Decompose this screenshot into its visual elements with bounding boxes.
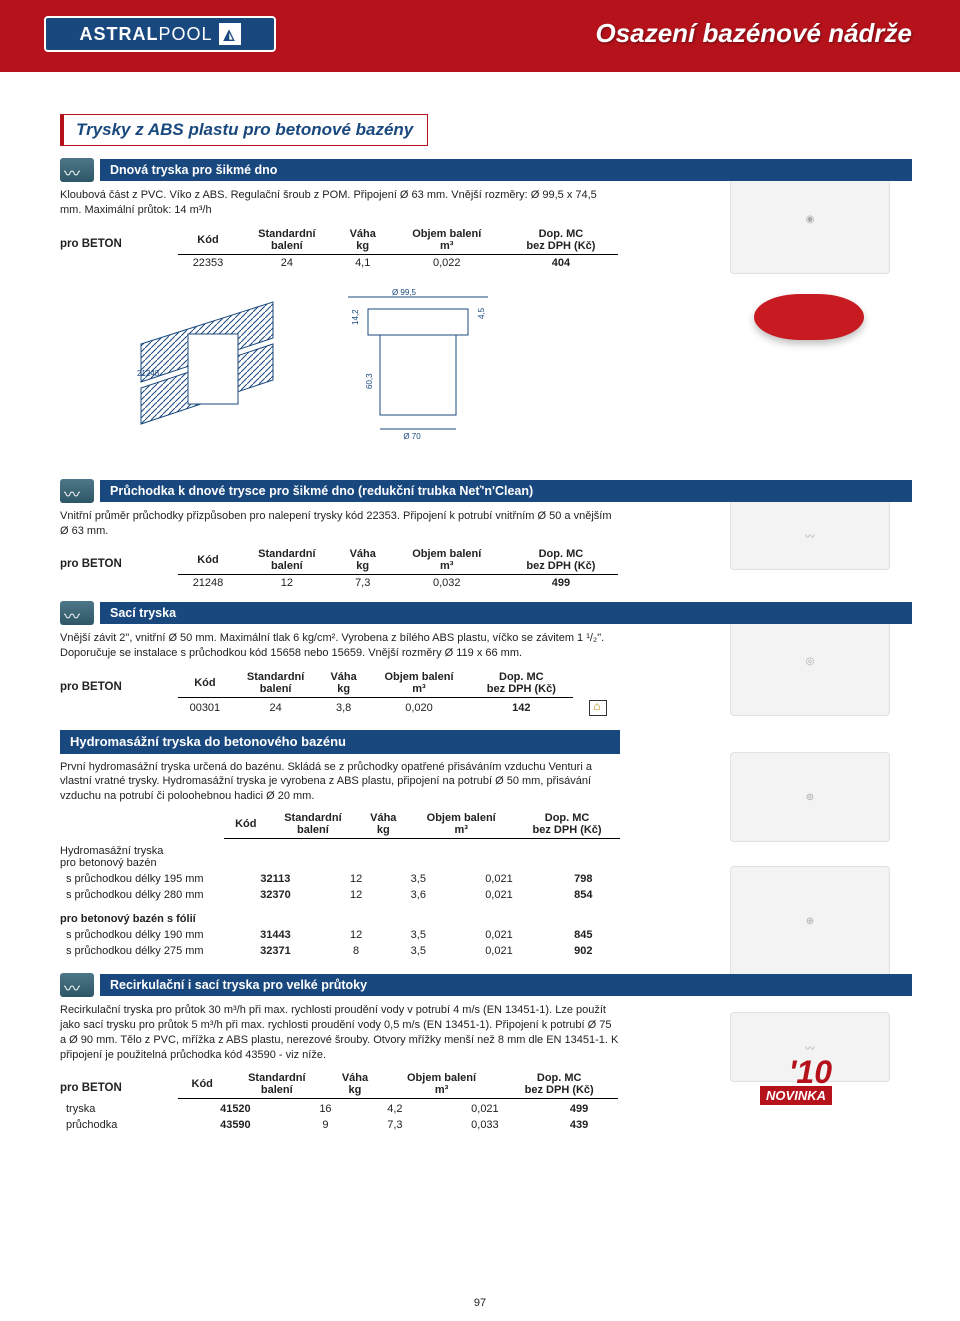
th-pack: Standardní balení bbox=[238, 226, 336, 255]
s3-table: Kód Standardní balení Váha kg Objem bale… bbox=[178, 669, 618, 718]
s3-weight: 3,8 bbox=[319, 698, 367, 718]
subsection-2-header: Průchodka k dnové trysce pro šikmé dno (… bbox=[60, 479, 912, 503]
swim-icon bbox=[60, 479, 94, 503]
dim-ref: 21248 bbox=[137, 369, 160, 378]
s2-volume: 0,032 bbox=[390, 575, 504, 592]
s3-variant-label: pro BETON bbox=[60, 667, 160, 693]
s2-pack: 12 bbox=[238, 575, 336, 592]
logo-text-2: POOL bbox=[158, 24, 212, 45]
s4-group1-label: Hydromasážní tryska pro betonový bazén bbox=[60, 845, 912, 869]
section-title: Trysky z ABS plastu pro betonové bazény bbox=[60, 114, 428, 146]
logo-text-1: ASTRAL bbox=[79, 24, 158, 45]
s3-price: 142 bbox=[470, 698, 572, 718]
s4g2r1-label: s průchodkou délky 190 mm bbox=[60, 927, 224, 943]
subsection-2-title: Průchodka k dnové trysce pro šikmé dno (… bbox=[100, 480, 912, 502]
s5r1-label: tryska bbox=[60, 1101, 178, 1117]
s1-variant-label: pro BETON bbox=[60, 224, 160, 250]
s1-table: Kód Standardní balení Váha kg Objem bale… bbox=[178, 226, 618, 271]
s1-pack: 24 bbox=[238, 254, 336, 271]
novinka-label: NOVINKA bbox=[760, 1086, 832, 1105]
subsection-1-header: Dnová tryska pro šikmé dno bbox=[60, 158, 912, 182]
s1-code: 22353 bbox=[178, 254, 238, 271]
dim-id: Ø 70 bbox=[403, 432, 421, 441]
s3-volume: 0,020 bbox=[368, 698, 470, 718]
subsection-1-title: Dnová tryska pro šikmé dno bbox=[100, 159, 912, 181]
novinka-badge: '10 NOVINKA bbox=[760, 1060, 832, 1105]
novinka-year: '10 bbox=[789, 1060, 832, 1086]
swim-icon bbox=[60, 158, 94, 182]
diagram-right: Ø 99,5 14,2 60,3 4,5 Ø 70 bbox=[308, 289, 528, 459]
s3-code: 00301 bbox=[178, 698, 232, 718]
subsection-5-header: Recirkulační i sací tryska pro velké prů… bbox=[60, 973, 912, 997]
subsection-1-desc: Kloubová část z PVC. Víko z ABS. Regulač… bbox=[60, 188, 620, 218]
logo-icon: ◭ bbox=[219, 23, 241, 45]
s4g1r2-label: s průchodkou délky 280 mm bbox=[60, 887, 224, 903]
technical-diagram: 21248 Ø 99,5 14,2 60,3 4,5 Ø 70 bbox=[120, 279, 540, 469]
th-volume: Objem balení m³ bbox=[390, 226, 504, 255]
page-number: 97 bbox=[474, 1297, 486, 1309]
subsection-3-desc: Vnější závit 2", vnitřní Ø 50 mm. Maximá… bbox=[60, 631, 620, 661]
s4-g1: s průchodkou délky 195 mm 32113 12 3,5 0… bbox=[60, 871, 620, 903]
dim-od: Ø 99,5 bbox=[391, 289, 416, 297]
th-price: Dop. MC bez DPH (Kč) bbox=[504, 226, 618, 255]
s2-weight: 7,3 bbox=[336, 575, 390, 592]
s2-price: 499 bbox=[504, 575, 618, 592]
s5-variant-label: pro BETON bbox=[60, 1068, 160, 1094]
s4g2r2-label: s průchodkou délky 275 mm bbox=[60, 943, 224, 959]
s2-table: Kód Standardní balení Váha kg Objem bale… bbox=[178, 546, 618, 591]
s5r2-label: průchodka bbox=[60, 1117, 178, 1133]
header-bar: ASTRALPOOL ◭ Osazení bazénové nádrže bbox=[0, 0, 960, 72]
subsection-4-title: Hydromasážní tryska do betonového bazénu bbox=[60, 730, 620, 754]
subsection-3-header: Sací tryska bbox=[60, 601, 912, 625]
subsection-3-title: Sací tryska bbox=[100, 602, 912, 624]
s2-code: 21248 bbox=[178, 575, 238, 592]
dim-h1: 14,2 bbox=[351, 309, 360, 325]
dim-h2: 60,3 bbox=[365, 373, 374, 389]
s1-volume: 0,022 bbox=[390, 254, 504, 271]
s4g1r1-label: s průchodkou délky 195 mm bbox=[60, 871, 224, 887]
house-icon bbox=[589, 700, 607, 716]
s2-variant-label: pro BETON bbox=[60, 544, 160, 570]
s4-group2-label: pro betonový bazén s fólií bbox=[60, 913, 912, 925]
s5-table: Kód Standardní balení Váha kg Objem bale… bbox=[178, 1070, 618, 1099]
dim-h3: 4,5 bbox=[477, 307, 486, 319]
s3-pack: 24 bbox=[232, 698, 320, 718]
s1-weight: 4,1 bbox=[336, 254, 390, 271]
subsection-2-desc: Vnitřní průměr průchodky přizpůsoben pro… bbox=[60, 509, 620, 539]
subsection-5-desc: Recirkulační tryska pro průtok 30 m³/h p… bbox=[60, 1003, 620, 1062]
brand-logo: ASTRALPOOL ◭ bbox=[44, 16, 276, 52]
swim-icon bbox=[60, 973, 94, 997]
s5-rows: tryska 41520 16 4,2 0,021 499 průchodka … bbox=[60, 1101, 620, 1133]
page-title: Osazení bazénové nádrže bbox=[596, 18, 912, 49]
subsection-4-desc: První hydromasážní tryska určená do bazé… bbox=[60, 760, 620, 805]
th-weight: Váha kg bbox=[336, 226, 390, 255]
diagram-left: 21248 bbox=[133, 294, 283, 454]
subsection-5-title: Recirkulační i sací tryska pro velké prů… bbox=[100, 974, 912, 996]
s4-g2: s průchodkou délky 190 mm 31443 12 3,5 0… bbox=[60, 927, 620, 959]
s4-table: Kód Standardní balení Váha kg Objem bale… bbox=[60, 810, 620, 839]
s1-price: 404 bbox=[504, 254, 618, 271]
swim-icon bbox=[60, 601, 94, 625]
th-code: Kód bbox=[178, 226, 238, 255]
